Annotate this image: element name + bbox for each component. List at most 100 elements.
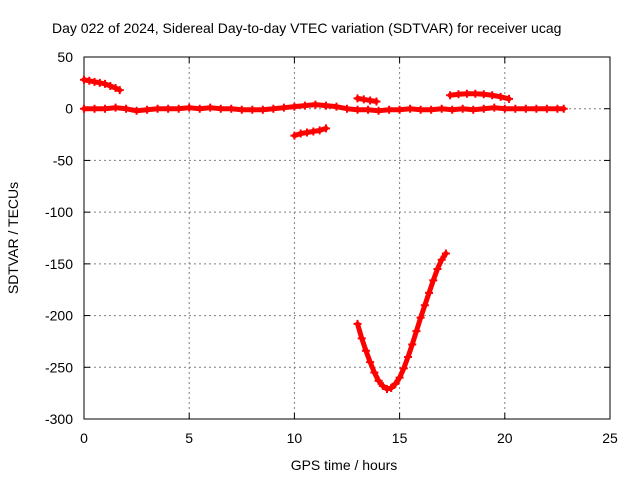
data-point — [542, 104, 551, 113]
y-tick-label: -150 — [45, 256, 73, 272]
data-point — [164, 104, 173, 113]
y-tick-label: -300 — [45, 411, 73, 427]
data-point — [80, 75, 88, 84]
data-point — [437, 255, 446, 264]
data-point — [433, 265, 442, 274]
chart-title: Day 022 of 2024, Sidereal Day-to-day VTE… — [52, 20, 561, 36]
y-tick-label: 50 — [57, 49, 73, 65]
data-point — [521, 104, 530, 113]
x-tick-label: 15 — [392, 430, 408, 446]
data-point — [441, 249, 450, 258]
data-point — [366, 358, 375, 367]
data-point — [321, 101, 330, 110]
data-point — [366, 96, 375, 105]
y-tick-label: -100 — [45, 204, 73, 220]
data-point — [437, 104, 446, 113]
data-point — [387, 383, 396, 392]
data-point — [290, 131, 299, 140]
data-point — [353, 319, 362, 328]
data-series — [80, 75, 568, 394]
data-point — [95, 78, 104, 87]
data-point — [427, 105, 436, 114]
data-point — [361, 346, 370, 355]
data-point — [479, 104, 488, 113]
data-point — [343, 104, 351, 113]
data-point — [90, 104, 99, 113]
data-point — [311, 100, 320, 109]
data-point — [296, 129, 305, 138]
data-point — [321, 124, 330, 133]
y-axis-label: SDTVAR / TECUs — [5, 182, 21, 294]
data-point — [462, 89, 471, 98]
series-group — [290, 124, 330, 140]
series-group — [353, 249, 450, 394]
data-point — [446, 91, 455, 100]
data-point — [385, 105, 394, 114]
axis-ticks — [83, 56, 611, 420]
data-point — [490, 103, 499, 112]
data-point — [382, 385, 391, 394]
data-point — [391, 379, 400, 388]
plot-frame — [83, 56, 611, 420]
data-point — [85, 76, 94, 85]
y-tick-label: 0 — [65, 101, 73, 117]
data-point — [174, 104, 183, 113]
data-point — [404, 352, 413, 361]
data-point — [479, 90, 488, 99]
data-point — [372, 97, 381, 106]
data-point — [237, 105, 246, 114]
data-point — [416, 313, 425, 322]
data-point — [505, 94, 514, 103]
x-tick-label: 20 — [497, 430, 513, 446]
data-point — [395, 105, 404, 114]
data-point — [408, 340, 417, 349]
x-tick-label: 10 — [287, 430, 303, 446]
data-point — [315, 126, 324, 135]
data-point — [364, 105, 373, 114]
data-point — [374, 376, 383, 385]
data-point — [248, 105, 257, 114]
x-tick-label: 0 — [80, 430, 88, 446]
data-point — [90, 77, 99, 86]
data-point — [454, 90, 463, 99]
data-point — [132, 106, 141, 115]
data-point — [395, 373, 404, 382]
data-point — [101, 104, 110, 113]
data-point — [412, 327, 421, 336]
x-tick-label: 25 — [602, 430, 618, 446]
series-group — [80, 100, 568, 115]
data-point — [153, 104, 162, 113]
series-group — [80, 75, 124, 95]
series-group — [446, 89, 514, 103]
data-point — [416, 105, 425, 114]
data-point — [458, 104, 467, 113]
data-point — [399, 364, 408, 373]
data-point — [406, 104, 415, 113]
data-point — [303, 128, 312, 137]
data-point — [374, 106, 383, 115]
data-point — [332, 102, 341, 111]
data-point — [206, 103, 215, 112]
y-tick-labels: 50 0 -50 -100 -150 -200 -250 -300 — [45, 49, 73, 427]
data-point — [115, 86, 124, 95]
data-point — [429, 276, 438, 285]
series-line — [355, 251, 449, 392]
grid-lines — [84, 57, 610, 419]
data-point — [269, 104, 278, 113]
data-point — [353, 94, 362, 103]
data-point — [532, 104, 541, 113]
data-point — [195, 104, 204, 113]
data-point — [143, 105, 152, 114]
x-axis-label: GPS time / hours — [291, 457, 398, 473]
data-point — [106, 81, 115, 90]
data-point — [309, 127, 318, 136]
data-point — [290, 102, 299, 111]
x-tick-labels: 0 5 10 15 20 25 — [80, 430, 618, 446]
data-point — [370, 368, 379, 377]
data-point — [448, 105, 457, 114]
data-point — [216, 104, 225, 113]
data-point — [111, 103, 120, 112]
data-point — [111, 84, 120, 93]
data-point — [425, 288, 434, 297]
